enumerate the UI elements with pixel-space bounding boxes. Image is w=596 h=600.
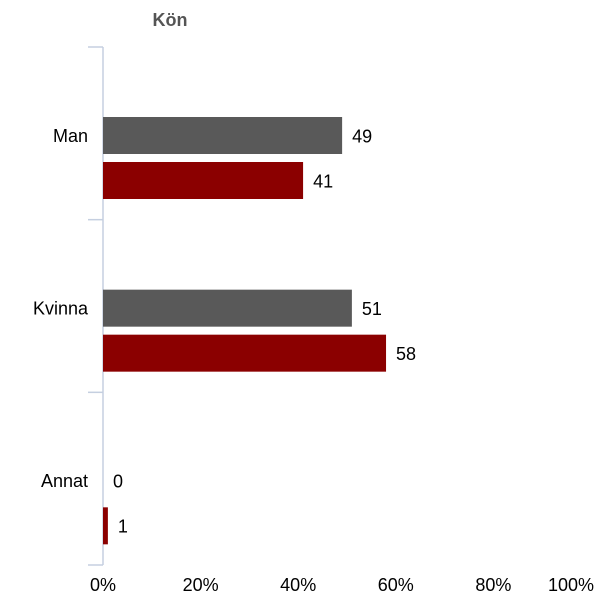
x-tick-label: 80% (475, 575, 511, 595)
bar (103, 507, 108, 545)
value-label: 0 (113, 472, 123, 492)
y-tick-label: Annat (41, 471, 88, 491)
x-tick-label: 60% (378, 575, 414, 595)
bar (103, 117, 343, 154)
value-label: 49 (352, 126, 372, 146)
x-tick-label: 0% (90, 575, 116, 595)
y-tick-label: Kvinna (33, 298, 89, 318)
chart-title: Kön (153, 10, 188, 30)
x-tick-label: 40% (280, 575, 316, 595)
value-label: 51 (362, 299, 382, 319)
x-tick-label: 20% (183, 575, 219, 595)
value-label: 1 (118, 517, 128, 537)
bar (103, 289, 352, 327)
bar (103, 162, 304, 199)
value-label: 58 (396, 344, 416, 364)
bar (103, 334, 387, 372)
value-label: 41 (313, 171, 333, 191)
y-tick-label: Man (53, 126, 88, 146)
x-tick-label: 100% (548, 575, 594, 595)
